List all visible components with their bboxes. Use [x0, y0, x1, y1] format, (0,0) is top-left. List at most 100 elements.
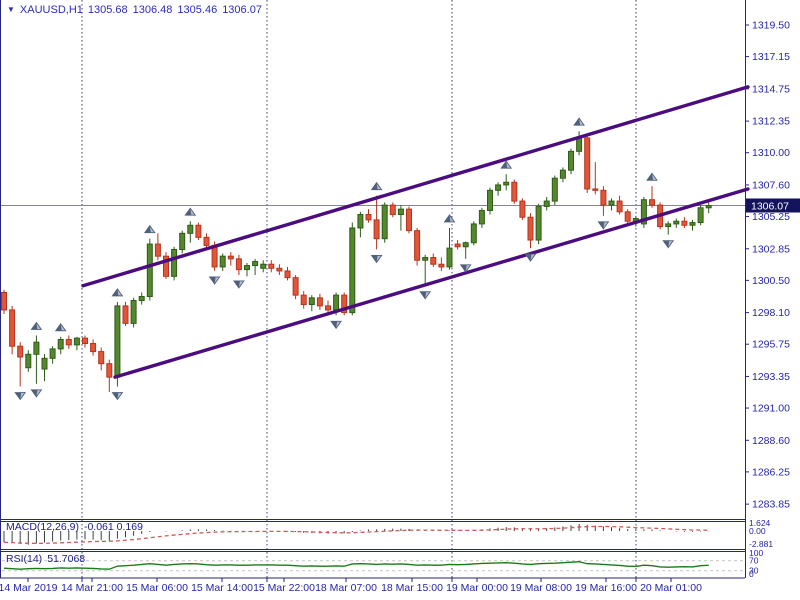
- price-axis-label[interactable]: 1319.50: [752, 20, 790, 32]
- price-axis-label[interactable]: 1298.10: [752, 307, 790, 319]
- candle-body: [308, 297, 315, 306]
- candle-body: [503, 181, 510, 186]
- candle-body: [244, 265, 250, 271]
- candle-body: [235, 258, 242, 271]
- candle-body: [543, 200, 550, 207]
- fractal-arrow-shade-icon: [55, 323, 62, 331]
- candle-body: [624, 211, 631, 222]
- current-price-badge: [746, 198, 800, 213]
- fractal-arrow-shade-icon: [460, 264, 467, 272]
- candle-body: [276, 267, 283, 272]
- candle-body: [349, 227, 356, 314]
- macd-scale-label[interactable]: 0.00: [749, 526, 766, 536]
- time-axis-label[interactable]: 18 Mar 15:00: [381, 582, 443, 594]
- candle-body: [406, 208, 412, 232]
- price-axis-label[interactable]: 1295.75: [752, 339, 790, 351]
- price-axis-label[interactable]: 1300.50: [752, 275, 790, 287]
- candle-body: [511, 181, 518, 202]
- time-axis-label[interactable]: 20 Mar 01:00: [640, 582, 702, 594]
- time-axis-label[interactable]: 15 Mar 14:00: [191, 582, 253, 594]
- candle-body: [203, 236, 210, 246]
- candle-body: [1, 291, 7, 311]
- candle-body: [673, 220, 680, 225]
- candle-body: [527, 216, 534, 241]
- candle-body: [430, 257, 437, 265]
- candle-body: [389, 204, 396, 216]
- candle-body: [438, 263, 445, 268]
- price-axis-label[interactable]: 1305.25: [752, 211, 790, 223]
- price-axis-label[interactable]: 1317.15: [752, 51, 790, 63]
- candle-body: [179, 232, 186, 250]
- candle-body: [649, 199, 655, 206]
- rsi-scale-label[interactable]: 0: [749, 569, 754, 579]
- fractal-arrow-shade-icon: [31, 322, 38, 330]
- price-axis-label[interactable]: 1312.35: [752, 116, 790, 128]
- candle-body: [365, 214, 372, 221]
- time-axis-label[interactable]: 19 Mar 00:00: [446, 582, 508, 594]
- candle-body: [57, 338, 64, 350]
- candle-body: [171, 248, 178, 277]
- rsi-value: 51.7068: [47, 553, 86, 565]
- time-axis-label[interactable]: 19 Mar 08:00: [510, 582, 572, 594]
- time-axis-label[interactable]: 19 Mar 16:00: [575, 582, 637, 594]
- price-axis-label[interactable]: 1283.85: [752, 499, 790, 511]
- candle-body: [568, 150, 574, 171]
- candle-body: [300, 294, 307, 306]
- candle-body: [25, 353, 32, 369]
- price-axis-label[interactable]: 1286.25: [752, 466, 790, 478]
- rsi-scale-label[interactable]: 30: [749, 566, 759, 576]
- symbol-dropdown-icon[interactable]: ▼: [7, 5, 15, 14]
- title-close-value: 1306.07: [222, 4, 262, 16]
- upper-channel-line[interactable]: [81, 85, 750, 288]
- price-axis-label[interactable]: 1307.60: [752, 179, 790, 191]
- candle-body: [487, 189, 493, 211]
- macd-scale-label[interactable]: 1.624: [749, 518, 771, 528]
- chart-title: ▼ XAUUSD,H1 1305.68 1306.48 1305.46 1306.07: [7, 4, 262, 16]
- lower-channel-line[interactable]: [113, 187, 750, 379]
- fractal-arrow-shade-icon: [420, 291, 427, 299]
- candle-body: [130, 300, 137, 324]
- candle-body: [65, 338, 72, 346]
- macd-scale-label[interactable]: -2.881: [749, 539, 773, 549]
- price-axis-label[interactable]: 1314.75: [752, 83, 790, 95]
- time-axis-label[interactable]: 14 Mar 21:00: [61, 582, 123, 594]
- macd-values: -0.061 0.169: [83, 521, 143, 533]
- candle-body: [495, 184, 502, 191]
- rsi-scale-label[interactable]: 70: [749, 556, 759, 566]
- candle-body: [640, 199, 647, 225]
- candle-body: [163, 255, 169, 277]
- candle-body: [616, 200, 623, 213]
- price-axis-label[interactable]: 1302.85: [752, 243, 790, 255]
- time-axis-label[interactable]: 15 Mar 06:00: [126, 582, 188, 594]
- price-axis-label[interactable]: 1288.60: [752, 435, 790, 447]
- candle-body: [252, 261, 259, 267]
- candle-body: [478, 209, 485, 225]
- price-axis-label[interactable]: 1291.00: [752, 403, 790, 415]
- title-symbol-period: XAUUSD,H1: [19, 4, 83, 16]
- candle-body: [17, 345, 24, 358]
- time-axis-label[interactable]: 18 Mar 07:00: [315, 582, 377, 594]
- candle-body: [284, 270, 291, 279]
- price-axis-label[interactable]: 1310.00: [752, 147, 790, 159]
- candle-body: [665, 223, 672, 228]
- time-axis-label[interactable]: 15 Mar 22:00: [253, 582, 315, 594]
- rsi-scale-label[interactable]: 100: [749, 548, 763, 558]
- candle-body: [316, 297, 323, 307]
- candle-body: [592, 188, 599, 191]
- fractal-arrow-shade-icon: [112, 392, 119, 400]
- candle-body: [268, 263, 275, 269]
- candle-body: [333, 294, 340, 311]
- price-axis-label[interactable]: 1293.35: [752, 371, 790, 383]
- time-axis-label[interactable]: 14 Mar 2019: [0, 582, 58, 594]
- current-price-badge-label[interactable]: 1306.07: [751, 201, 789, 213]
- candle-body: [82, 337, 88, 345]
- candle-body: [98, 351, 105, 365]
- fractal-arrow-shade-icon: [112, 288, 119, 296]
- candle-body: [608, 200, 615, 206]
- rsi-name: RSI(14): [6, 553, 43, 565]
- candle-body: [519, 200, 526, 218]
- fractal-arrow-shade-icon: [233, 280, 240, 288]
- candle-body: [414, 230, 421, 261]
- rsi-indicator-label: RSI(14) 51.7068: [6, 553, 85, 565]
